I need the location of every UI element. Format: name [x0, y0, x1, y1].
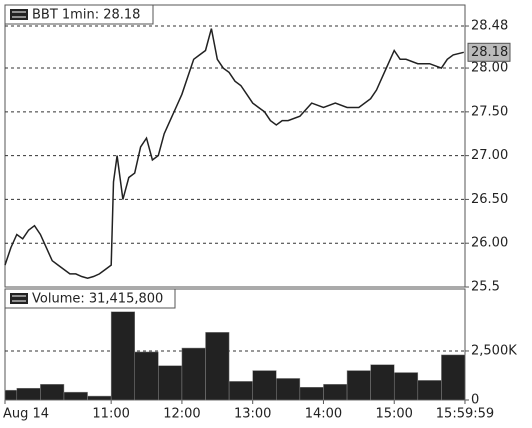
volume-bar [393, 372, 419, 401]
price-panel [4, 4, 466, 288]
volume-bar [158, 365, 183, 401]
volume-bar [323, 384, 348, 401]
y-tick-label: 27.50 [471, 104, 508, 119]
volume-bar [40, 384, 65, 401]
x-tick-label: 11:00 [92, 407, 129, 422]
last-price-label: 28.18 [471, 45, 508, 60]
volume-bar [16, 387, 41, 401]
x-tick-label: 13:00 [234, 407, 271, 422]
volume-bar [346, 370, 371, 401]
price-line [4, 28, 464, 279]
x-tick-label: 14:00 [305, 407, 342, 422]
y-tick-label: 28.48 [471, 19, 508, 34]
volume-bar [134, 351, 159, 401]
y-tick-label: 27.00 [471, 148, 508, 163]
y-tick-label: 26.50 [471, 192, 508, 207]
volume-bar [370, 364, 395, 401]
price-legend-box [4, 4, 154, 25]
volume-bar [87, 395, 112, 401]
price-legend-icon [10, 9, 28, 20]
volume-legend-box [4, 288, 176, 309]
x-tick-label: 15:59:59 [436, 407, 494, 422]
volume-bar [252, 370, 277, 401]
volume-bar [181, 347, 206, 401]
volume-bar [4, 389, 18, 401]
volume-bar [299, 387, 324, 401]
volume-bar [228, 381, 253, 401]
volume-bar [63, 391, 88, 401]
volume-bar [417, 380, 442, 401]
y-tick-label: 0 [471, 393, 479, 408]
volume-title: Volume: 31,415,800 [32, 292, 163, 307]
volume-bar [276, 378, 301, 401]
volume-legend-icon [10, 293, 28, 304]
x-tick-label: 15:00 [375, 407, 412, 422]
volume-bar [441, 354, 466, 401]
volume-bar [205, 332, 230, 401]
volume-bar [110, 311, 135, 401]
y-tick-label: 25.5 [471, 280, 500, 295]
price-title: BBT 1min: 28.18 [32, 8, 140, 23]
last-price-box [467, 42, 511, 62]
y-tick-label: 26.00 [471, 236, 508, 251]
y-tick-label: 28.00 [471, 61, 508, 76]
y-tick-label: 2,500K [471, 343, 517, 358]
x-tick-label: 12:00 [163, 407, 200, 422]
x-tick-label: Aug 14 [3, 407, 49, 422]
